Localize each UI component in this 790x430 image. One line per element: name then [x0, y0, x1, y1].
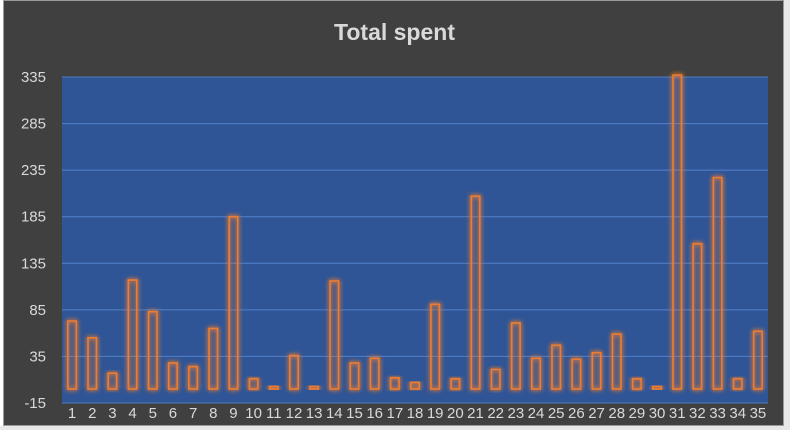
bar-19 — [430, 303, 441, 390]
bar-20 — [450, 377, 461, 390]
bar-10 — [248, 377, 259, 390]
x-tick-label-35: 35 — [750, 405, 767, 422]
bar-24 — [530, 357, 542, 390]
x-tick-label-9: 9 — [229, 405, 237, 422]
y-tick-label-5: 235 — [21, 162, 46, 179]
bar-29 — [631, 377, 642, 390]
bar-7 — [188, 365, 199, 390]
x-axis-ticks: 1 2 3 4 5 6 7 8 9 10 11 12 13 14 15 16 17 18 19 20 21 22 23 24 2… — [68, 405, 766, 422]
x-tick-label-34: 34 — [729, 405, 746, 422]
bar-26 — [571, 358, 582, 390]
y-tick-label-6: 285 — [21, 116, 46, 133]
x-tick-label-17: 17 — [386, 405, 403, 422]
bar-15 — [349, 362, 360, 390]
bar-21 — [470, 195, 481, 390]
x-tick-label-14: 14 — [326, 405, 343, 422]
x-tick-label-26: 26 — [568, 405, 585, 422]
x-tick-label-18: 18 — [407, 405, 424, 422]
y-tick-label-1: 35 — [29, 348, 46, 365]
plot-area — [62, 77, 768, 403]
x-tick-label-11: 11 — [266, 405, 282, 422]
bar-4 — [127, 279, 138, 390]
x-tick-label-20: 20 — [447, 405, 464, 422]
bar-32 — [692, 242, 703, 390]
bar-28 — [611, 333, 622, 390]
x-tick-label-12: 12 — [286, 405, 303, 422]
window-edge-bottom — [0, 426, 790, 430]
x-tick-label-30: 30 — [649, 405, 666, 422]
x-tick-label-6: 6 — [169, 405, 177, 422]
bar-30 — [652, 385, 663, 390]
bar-23 — [510, 322, 521, 390]
bar-16 — [369, 357, 380, 390]
x-tick-label-29: 29 — [629, 405, 646, 422]
bar-34 — [732, 377, 743, 390]
bar-3 — [107, 372, 118, 390]
bar-13 — [309, 385, 320, 390]
x-tick-label-32: 32 — [689, 405, 706, 422]
bar-6 — [167, 362, 178, 390]
bar-27 — [591, 351, 602, 390]
y-tick-label-0: -15 — [24, 395, 46, 412]
bar-1 — [67, 320, 78, 390]
x-tick-label-33: 33 — [709, 405, 726, 422]
chart-title: Total spent — [334, 19, 455, 45]
x-tick-label-13: 13 — [306, 405, 323, 422]
y-tick-label-3: 135 — [21, 255, 46, 272]
x-tick-label-16: 16 — [366, 405, 383, 422]
x-tick-label-2: 2 — [88, 405, 96, 422]
x-tick-label-27: 27 — [588, 405, 605, 422]
bar-2 — [87, 336, 98, 390]
x-tick-label-10: 10 — [245, 405, 262, 422]
bar-25 — [551, 344, 562, 390]
window-edge-right — [784, 0, 790, 430]
x-tick-label-7: 7 — [189, 405, 197, 422]
x-tick-label-3: 3 — [108, 405, 116, 422]
x-tick-label-8: 8 — [209, 405, 217, 422]
bar-12 — [288, 354, 300, 390]
bar-18 — [409, 381, 421, 390]
x-tick-label-31: 31 — [669, 405, 686, 422]
bar-8 — [208, 327, 219, 390]
x-tick-label-1: 1 — [68, 405, 76, 422]
bar-14 — [329, 280, 340, 390]
x-tick-label-23: 23 — [508, 405, 525, 422]
bar-9 — [228, 215, 239, 390]
x-tick-label-25: 25 — [548, 405, 565, 422]
bar-17 — [389, 377, 400, 390]
bars — [67, 74, 763, 390]
x-tick-label-24: 24 — [528, 405, 545, 422]
bar-22 — [490, 368, 501, 390]
bar-5 — [147, 310, 158, 390]
x-tick-label-28: 28 — [608, 405, 625, 422]
y-tick-label-2: 85 — [29, 302, 46, 319]
y-axis-ticks: -15 35 85 135 185 235 285 335 — [21, 69, 46, 412]
y-tick-label-4: 185 — [21, 209, 46, 226]
x-tick-label-4: 4 — [128, 405, 136, 422]
y-tick-label-7: 335 — [21, 69, 46, 86]
bar-11 — [268, 385, 279, 390]
chart-frame: Total spent -15 35 85 135 185 235 285 — [3, 0, 784, 426]
bar-31 — [672, 74, 683, 390]
x-tick-label-21: 21 — [467, 405, 484, 422]
bar-33 — [712, 176, 723, 390]
gridlines — [61, 76, 769, 404]
bar-35 — [752, 330, 763, 390]
x-tick-label-5: 5 — [149, 405, 157, 422]
x-tick-label-15: 15 — [346, 405, 363, 422]
x-tick-label-22: 22 — [487, 405, 504, 422]
x-tick-label-19: 19 — [427, 405, 444, 422]
